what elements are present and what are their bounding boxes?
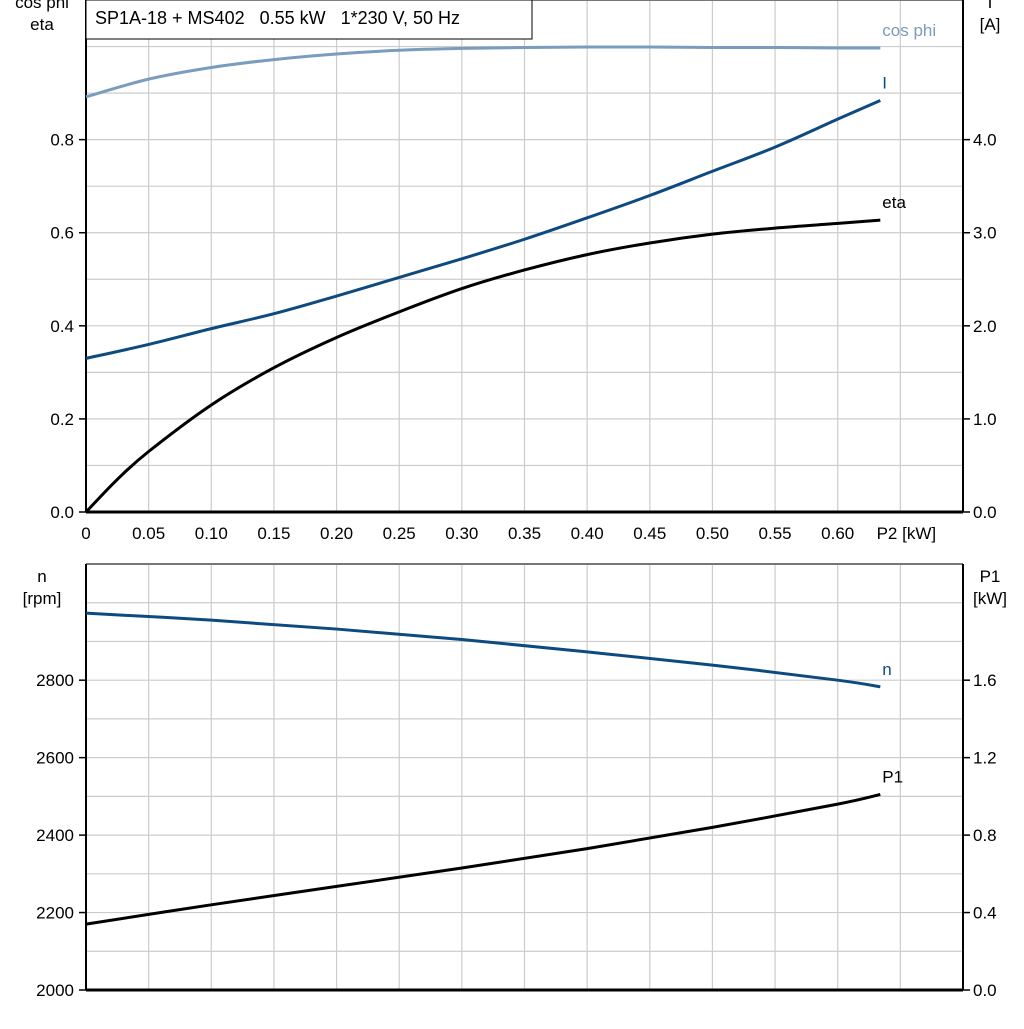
- y-tick-label: 2400: [36, 826, 74, 845]
- x-tick-label: 0.50: [696, 524, 729, 543]
- x-axis-label: P2 [kW]: [877, 524, 937, 543]
- series-line-i: [85, 99, 881, 360]
- series-label-n: n: [882, 660, 891, 679]
- y-axis-label: eta: [30, 15, 54, 34]
- y2-axis-label: I: [988, 0, 993, 12]
- series-label-eta: eta: [882, 193, 906, 212]
- y2-axis-label: [kW]: [973, 589, 1007, 608]
- x-tick-label: 0.40: [571, 524, 604, 543]
- chart-title: SP1A-18 + MS402 0.55 kW 1*230 V, 50 Hz: [95, 8, 460, 28]
- y-axis-label: [rpm]: [23, 589, 62, 608]
- y2-tick-label: 1.6: [973, 671, 997, 690]
- y2-tick-label: 0.0: [973, 981, 997, 1000]
- x-tick-label: 0.15: [257, 524, 290, 543]
- x-tick-label: 0.30: [445, 524, 478, 543]
- y-tick-label: 0.6: [50, 224, 74, 243]
- x-tick-label: 0.35: [508, 524, 541, 543]
- y-axis-label: n: [37, 567, 46, 586]
- top-chart: 0.0 0.2 0.4 0.6 0.8 0.0 1.0 2.0 3.0 4.0 cos phi eta…: [15, 0, 1000, 543]
- x-tick-label: 0.25: [383, 524, 416, 543]
- y-tick-label: 0.0: [50, 503, 74, 522]
- y2-tick-label: 1.0: [973, 410, 997, 429]
- y-tick-label: 2800: [36, 671, 74, 690]
- series-line-p1: [85, 792, 881, 926]
- y2-tick-label: 1.2: [973, 749, 997, 768]
- x-tick-label: 0: [81, 524, 90, 543]
- y2-tick-label: 4.0: [973, 131, 997, 150]
- series-line-n: [85, 611, 881, 689]
- series-line-eta: [84, 218, 881, 514]
- y-axis-label: cos phi: [15, 0, 69, 12]
- y-tick-label: 0.8: [50, 131, 74, 150]
- y2-tick-label: 0.8: [973, 826, 997, 845]
- y2-tick-label: 0.0: [973, 503, 997, 522]
- series-line-cos-phi: [85, 45, 881, 99]
- y2-axis-label: P1: [980, 567, 1001, 586]
- x-tick-label: 0.10: [195, 524, 228, 543]
- series-label-p1: P1: [882, 767, 903, 786]
- x-tick-label: 0.45: [633, 524, 666, 543]
- x-tick-label: 0.05: [132, 524, 165, 543]
- title-box: SP1A-18 + MS402 0.55 kW 1*230 V, 50 Hz: [85, 0, 533, 40]
- y-tick-label: 2000: [36, 981, 74, 1000]
- x-tick-label: 0.20: [320, 524, 353, 543]
- y2-axis-label: [A]: [980, 15, 1001, 34]
- y2-tick-label: 3.0: [973, 224, 997, 243]
- y-tick-label: 2200: [36, 904, 74, 923]
- y2-tick-label: 0.4: [973, 904, 997, 923]
- y-tick-label: 0.4: [50, 317, 74, 336]
- x-tick-label: 0.60: [821, 524, 854, 543]
- x-tick-label: 0.55: [759, 524, 792, 543]
- series-label-i: I: [882, 74, 887, 93]
- bottom-chart: 2000 2200 2400 2600 2800 0.0 0.4 0.8 1.2 1.6 n [rpm…: [23, 563, 1007, 1000]
- y2-tick-label: 2.0: [973, 317, 997, 336]
- y-tick-label: 0.2: [50, 410, 74, 429]
- series-label-cos-phi: cos phi: [882, 21, 936, 40]
- y-tick-label: 2600: [36, 749, 74, 768]
